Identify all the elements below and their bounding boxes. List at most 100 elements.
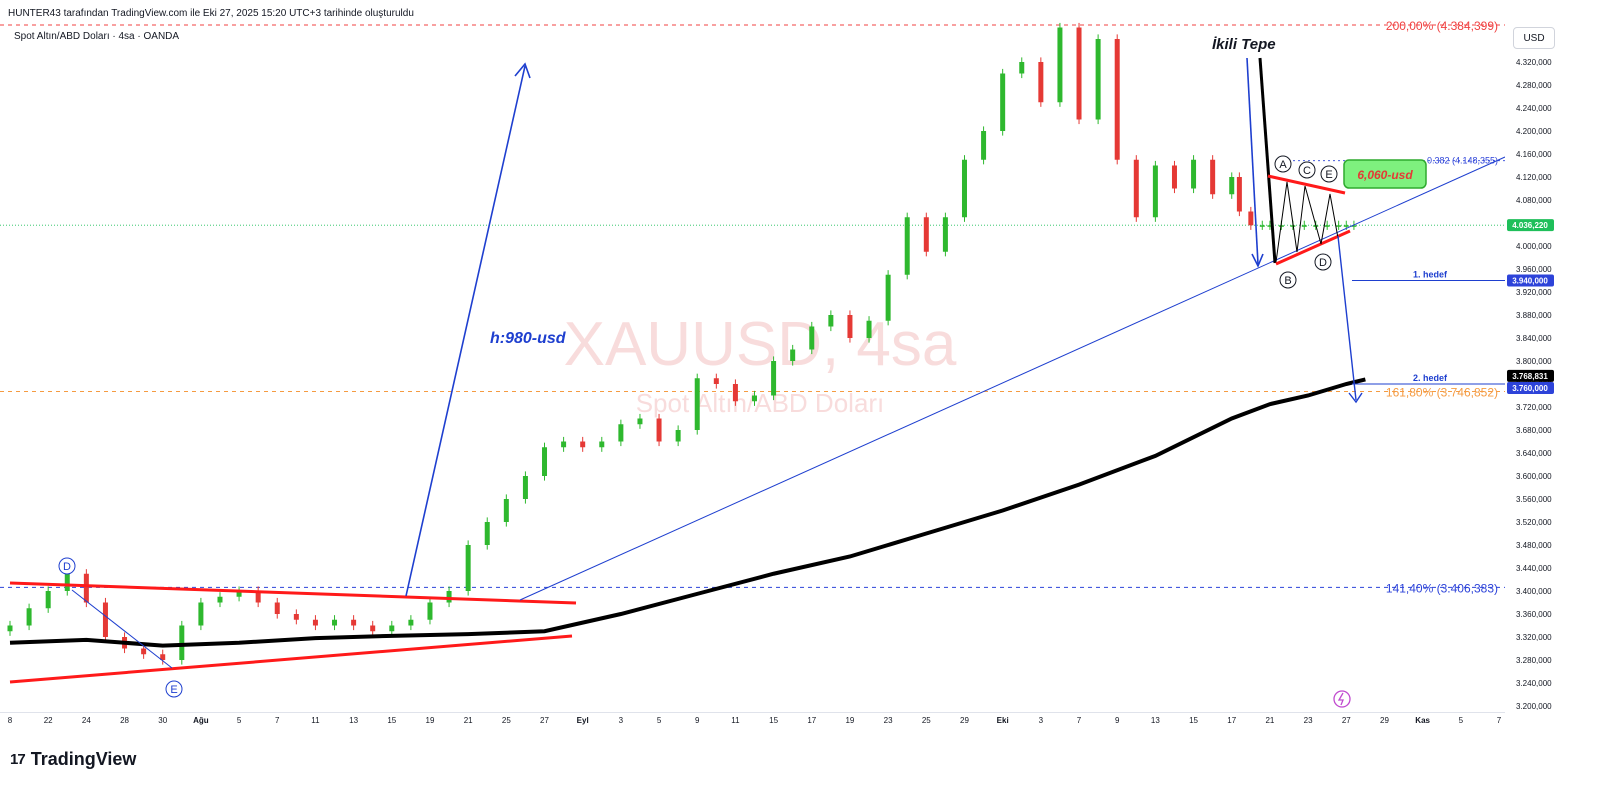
x-tick-label: 29 (960, 716, 969, 725)
note-box[interactable] (1343, 159, 1427, 189)
y-tick-label: 3.960,000 (1516, 265, 1552, 274)
triangle-upper-line[interactable] (9, 581, 577, 605)
height-label: h:980-usd (490, 330, 567, 347)
fib-level-label: 0.382 (4.148,355) (1427, 156, 1498, 166)
candle (1236, 177, 1242, 212)
candle (465, 545, 471, 591)
candle (1336, 225, 1342, 227)
candle (1038, 62, 1044, 103)
y-tick-label: 4.080,000 (1516, 196, 1552, 205)
x-tick-label: Eki (997, 716, 1009, 725)
triangle-abcde-upper[interactable] (1267, 174, 1346, 195)
triangle-lower-line[interactable] (9, 634, 573, 684)
candle (713, 378, 719, 384)
x-tick-label: 5 (237, 716, 242, 725)
double-top-arrow[interactable] (1246, 57, 1259, 265)
x-tick-label: Eyl (577, 716, 589, 725)
x-tick-label: 3 (1039, 716, 1044, 725)
candle (446, 591, 452, 603)
candle (64, 573, 70, 591)
price-axis[interactable] (1505, 16, 1600, 712)
candle (961, 159, 967, 218)
wave-label-circle (1274, 155, 1292, 173)
wave-label: D (1319, 257, 1327, 269)
x-tick-label: 25 (502, 716, 511, 725)
y-tick-label: 3.920,000 (1516, 288, 1552, 297)
price-tag (1507, 274, 1554, 287)
candle (1210, 159, 1216, 195)
wave-line (71, 589, 173, 669)
price-tag-label: 4.036,220 (1512, 221, 1548, 230)
candle (1229, 177, 1235, 195)
y-tick-label: 3.200,000 (1516, 702, 1552, 711)
candle (618, 424, 624, 442)
y-tick-label: 3.800,000 (1516, 357, 1552, 366)
x-tick-label: 30 (158, 716, 167, 725)
wave-label: E (170, 684, 177, 696)
candle (885, 274, 891, 321)
tradingview-brand: TradingView (30, 749, 137, 769)
candle (351, 619, 357, 626)
x-tick-label: 15 (387, 716, 396, 725)
x-tick-label: 17 (807, 716, 816, 725)
candle (312, 619, 318, 626)
alert-icon[interactable] (1333, 690, 1351, 708)
target-arrow[interactable] (1337, 235, 1357, 401)
symbol-line[interactable]: Spot Altın/ABD Doları · 4sa · OANDA (14, 31, 180, 42)
x-tick-label: 23 (1304, 716, 1313, 725)
candle (198, 602, 204, 626)
wave-label: A (1279, 159, 1287, 171)
candle (942, 217, 948, 252)
wave-label-circle (1279, 271, 1297, 289)
drop-line (1258, 57, 1277, 264)
x-tick-label: 19 (426, 716, 435, 725)
candle (1152, 165, 1158, 218)
x-tick-label: 21 (464, 716, 473, 725)
double-top-arrow-head-icon (1251, 253, 1264, 268)
currency-button[interactable]: USD (1513, 27, 1555, 49)
x-tick-label: Ağu (193, 716, 209, 725)
x-tick-label: 22 (44, 716, 53, 725)
y-tick-label: 3.640,000 (1516, 449, 1552, 458)
candle (675, 430, 681, 442)
y-tick-label: 3.440,000 (1516, 564, 1552, 573)
candle (1114, 39, 1120, 160)
trend-line[interactable] (519, 156, 1506, 601)
candle (828, 315, 834, 327)
candle (1324, 225, 1330, 227)
y-tick-label: 3.560,000 (1516, 495, 1552, 504)
candle (1259, 225, 1265, 227)
y-tick-label: 3.400,000 (1516, 587, 1552, 596)
fib-level-label: 141,40% (3.406,383) (1386, 581, 1498, 595)
wave-label-circle (1298, 161, 1316, 179)
candle (732, 384, 738, 402)
fib-level-label: 200,00% (4.384,399) (1386, 19, 1498, 33)
y-tick-label: 4.320,000 (1516, 58, 1552, 67)
candle (1076, 27, 1082, 120)
height-arrow-head-icon (514, 62, 531, 79)
price-tag-label: 3.760,000 (1512, 384, 1548, 393)
candle (1095, 39, 1101, 120)
candle (408, 619, 414, 626)
height-arrow-line[interactable] (405, 65, 526, 597)
wave-label-circle (1320, 165, 1338, 183)
candle (255, 591, 261, 603)
y-tick-label: 4.200,000 (1516, 127, 1552, 136)
candle (83, 573, 89, 603)
y-tick-label: 4.120,000 (1516, 173, 1552, 182)
x-tick-label: 13 (349, 716, 358, 725)
wave-label: C (1303, 165, 1311, 177)
watermark-main: XAUUSD, 4sa (564, 310, 957, 379)
candle (656, 418, 662, 442)
x-tick-label: 8 (8, 716, 13, 725)
candle (1248, 211, 1254, 226)
candle (1133, 159, 1139, 218)
candle (1351, 225, 1357, 227)
wave-label-circle (58, 557, 76, 575)
price-tag (1507, 219, 1554, 232)
footer-brand[interactable]: 17 TradingView (10, 749, 136, 770)
candle (522, 476, 528, 499)
x-tick-label: 13 (1151, 716, 1160, 725)
wave-path (1275, 181, 1339, 263)
